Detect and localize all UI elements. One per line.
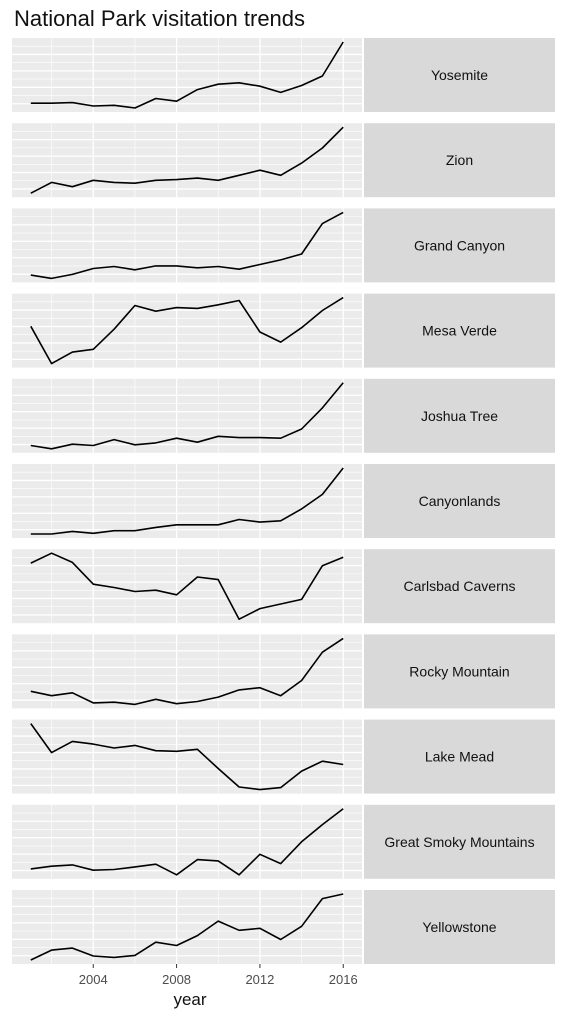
- x-tick-label: 2004: [79, 972, 108, 987]
- x-tick-label: 2012: [245, 972, 274, 987]
- chart-title: National Park visitation trends: [14, 6, 306, 31]
- facet-panel: Great Smoky Mountains: [12, 804, 555, 879]
- facet-strip: [364, 464, 555, 538]
- x-axis-title: year: [173, 990, 207, 1009]
- panel-background: [12, 719, 362, 794]
- x-tick-label: 2016: [329, 972, 358, 987]
- x-tick-label: 2008: [162, 972, 191, 987]
- facet-strip: [364, 38, 555, 112]
- panel-background: [12, 378, 362, 453]
- facet-strip-label: Mesa Verde: [422, 323, 497, 339]
- series-line: [30, 41, 344, 109]
- series-line: [30, 723, 344, 791]
- facet-strip-label: Zion: [446, 152, 473, 168]
- facet-panel: Joshua Tree: [12, 378, 555, 453]
- facet-panel: Mesa Verde: [12, 293, 555, 368]
- panel-background: [12, 38, 362, 112]
- series-line: [30, 637, 344, 706]
- facet-panel: Lake Mead: [12, 719, 555, 794]
- facet-strip-label: Grand Canyon: [414, 237, 505, 253]
- panel-background: [12, 634, 362, 709]
- panel-background: [12, 464, 362, 538]
- facet-panel: Grand Canyon: [12, 208, 555, 283]
- facet-strip-label: Canyonlands: [419, 493, 501, 509]
- facet-panel: Zion: [12, 123, 555, 198]
- facet-strip: [364, 634, 555, 709]
- facet-strip: [364, 549, 555, 624]
- facet-panel: Canyonlands: [12, 464, 555, 538]
- facet-panel: Rocky Mountain: [12, 634, 555, 709]
- facet-panel: Carlsbad Caverns: [12, 549, 555, 624]
- facet-strip-label: Yosemite: [431, 67, 488, 83]
- facet-strip-label: Joshua Tree: [421, 408, 498, 424]
- series-line: [30, 382, 344, 450]
- facet-strip: [364, 804, 555, 879]
- series-line: [30, 211, 344, 280]
- series-line: [30, 467, 344, 535]
- facet-strip-label: Yellowstone: [422, 919, 496, 935]
- series-line: [30, 808, 344, 876]
- facet-strip-label: Great Smoky Mountains: [384, 834, 534, 850]
- panel-background: [12, 123, 362, 198]
- facet-strip-label: Carlsbad Caverns: [403, 578, 515, 594]
- facet-strip-label: Lake Mead: [425, 749, 494, 765]
- facet-panel: Yellowstone: [12, 890, 555, 964]
- series-line: [30, 126, 344, 194]
- series-line: [30, 296, 344, 365]
- panel-background: [12, 890, 362, 964]
- panel-background: [12, 208, 362, 283]
- facet-strip: [364, 890, 555, 964]
- facet-strip: [364, 123, 555, 198]
- panel-background: [12, 293, 362, 368]
- facet-strip: [364, 719, 555, 794]
- facet-strip: [364, 208, 555, 283]
- facet-strip-label: Rocky Mountain: [409, 663, 509, 679]
- series-line: [30, 552, 344, 621]
- series-line: [30, 893, 344, 961]
- facet-strip: [364, 293, 555, 368]
- facet-strip: [364, 378, 555, 453]
- facet-panel: Yosemite: [12, 38, 555, 112]
